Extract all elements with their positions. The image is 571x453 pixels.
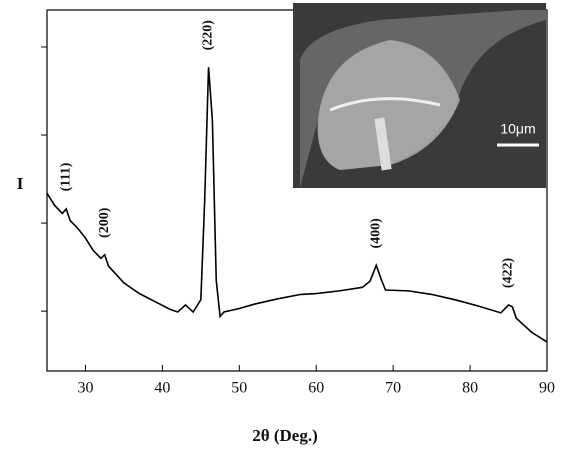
- x-tick-label: 80: [462, 380, 478, 397]
- x-tick-label: 40: [154, 380, 170, 397]
- data-line: [46, 67, 548, 343]
- x-tick-label: 90: [539, 380, 555, 397]
- x-tick-label: 60: [308, 380, 324, 397]
- y-axis-label: I: [17, 174, 24, 193]
- peak-annotation: (220): [201, 20, 216, 51]
- peak-annotation: (422): [501, 257, 516, 288]
- inset-scale-label: 10μm: [500, 121, 535, 137]
- x-tick-label: 50: [231, 380, 247, 397]
- peak-annotation: (400): [368, 218, 383, 249]
- x-axis-label: 2θ (Deg.): [252, 426, 318, 445]
- peak-annotation: (111): [58, 162, 73, 191]
- inset-image: [293, 3, 546, 188]
- x-tick-label: 70: [385, 380, 401, 397]
- x-tick-label: 30: [77, 380, 93, 397]
- peak-annotation: (200): [97, 207, 112, 238]
